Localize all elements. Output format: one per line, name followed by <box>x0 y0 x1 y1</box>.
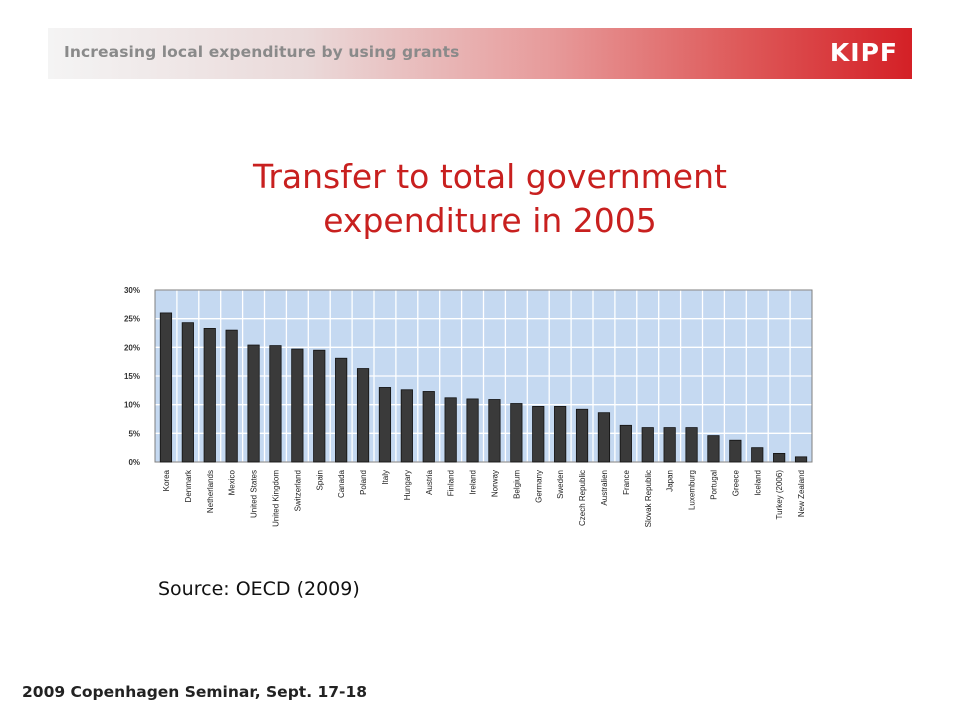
bar-united-states <box>247 344 260 463</box>
bar-hungary <box>400 389 413 463</box>
bar-czech-republic <box>575 408 589 463</box>
slide-title: Transfer to total government expenditure… <box>120 155 860 243</box>
x-tick-label: Austria <box>425 469 434 494</box>
header-bar: Increasing local expenditure by using gr… <box>48 28 912 79</box>
x-tick-label: Mexico <box>228 469 237 495</box>
x-tick-label: Spain <box>315 470 324 490</box>
bar-belgium <box>510 403 523 463</box>
bar-sweden <box>554 405 567 463</box>
x-tick-label: Norway <box>490 470 499 497</box>
x-tick-label: Germany <box>534 470 543 503</box>
x-tick-label: Slovak Republic <box>644 470 653 527</box>
bar-slovak-republic <box>641 427 654 463</box>
bar-italy <box>378 387 392 463</box>
x-tick-label: Czech Republic <box>578 470 587 526</box>
y-tick-label: 20% <box>124 343 140 352</box>
y-tick-label: 30% <box>124 286 140 295</box>
x-tick-label: Portugal <box>709 470 718 500</box>
bar-spain <box>313 349 326 463</box>
footer-text: 2009 Copenhagen Seminar, Sept. 17-18 <box>22 683 368 701</box>
bar-korea <box>159 312 173 463</box>
bar-denmark <box>181 322 194 463</box>
bar-norway <box>488 399 501 463</box>
bar-japan <box>663 427 676 463</box>
bar-finland <box>444 397 457 463</box>
x-tick-label: Hungary <box>403 470 412 500</box>
bar-netherlands <box>203 328 216 463</box>
x-tick-label: Switzerland <box>293 470 302 511</box>
y-tick-label: 5% <box>128 429 140 438</box>
x-tick-label: Netherlands <box>206 470 215 513</box>
bar-austria <box>422 391 435 463</box>
x-tick-label: Greece <box>731 469 740 496</box>
y-tick-label: 10% <box>124 401 140 410</box>
bar-greece <box>729 439 742 463</box>
x-tick-label: Denmark <box>184 469 193 502</box>
x-tick-label: Sweden <box>556 470 565 499</box>
y-tick-label: 15% <box>124 372 140 381</box>
x-tick-label: Japan <box>666 470 675 492</box>
bar-france <box>619 424 632 463</box>
plot-frame <box>154 289 813 463</box>
header-title: Increasing local expenditure by using gr… <box>64 43 460 61</box>
bar-luxemburg <box>685 427 698 463</box>
bar-mexico <box>225 329 238 463</box>
x-tick-label: Iceland <box>753 470 762 496</box>
x-tick-label: Belgium <box>512 470 521 499</box>
bar-portugal <box>707 435 720 463</box>
slide-title-line-2: expenditure in 2005 <box>323 201 657 240</box>
x-tick-label: Australien <box>600 470 609 506</box>
x-tick-label: Poland <box>359 470 368 495</box>
x-tick-label: Finland <box>447 470 456 496</box>
bar-chart: 0% 5% 10% 15% 20% 25% 30% Korea Denmark Netherlan… <box>124 286 813 527</box>
bar-germany <box>532 405 545 463</box>
x-tick-label: Canada <box>337 469 346 498</box>
x-tick-label: Turkey (2006) <box>775 470 784 520</box>
bar-switzerland <box>291 348 304 463</box>
x-tick-label: Italy <box>381 470 390 485</box>
x-tick-label: United Kingdom <box>271 470 280 527</box>
x-tick-label: Korea <box>162 469 171 491</box>
bar-poland <box>356 368 370 463</box>
bar-turkey-2006- <box>773 452 786 463</box>
x-tick-label: United States <box>250 470 259 518</box>
bar-new-zealand <box>794 456 808 463</box>
slide-title-line-1: Transfer to total government <box>253 157 727 196</box>
x-tick-label: New Zealand <box>797 470 806 517</box>
bar-united-kingdom <box>269 345 282 463</box>
x-tick-label: Ireland <box>469 470 478 494</box>
y-tick-label: 0% <box>128 458 140 467</box>
y-tick-label: 25% <box>124 315 140 324</box>
bar-canada <box>335 357 348 463</box>
bar-australien <box>597 412 611 463</box>
kipf-logo: KIPF <box>829 38 898 67</box>
bar-ireland <box>466 398 479 463</box>
x-tick-label: Luxemburg <box>688 470 697 510</box>
source-note: Source: OECD (2009) <box>158 578 360 600</box>
x-tick-label: France <box>622 469 631 494</box>
bar-iceland <box>751 447 764 463</box>
